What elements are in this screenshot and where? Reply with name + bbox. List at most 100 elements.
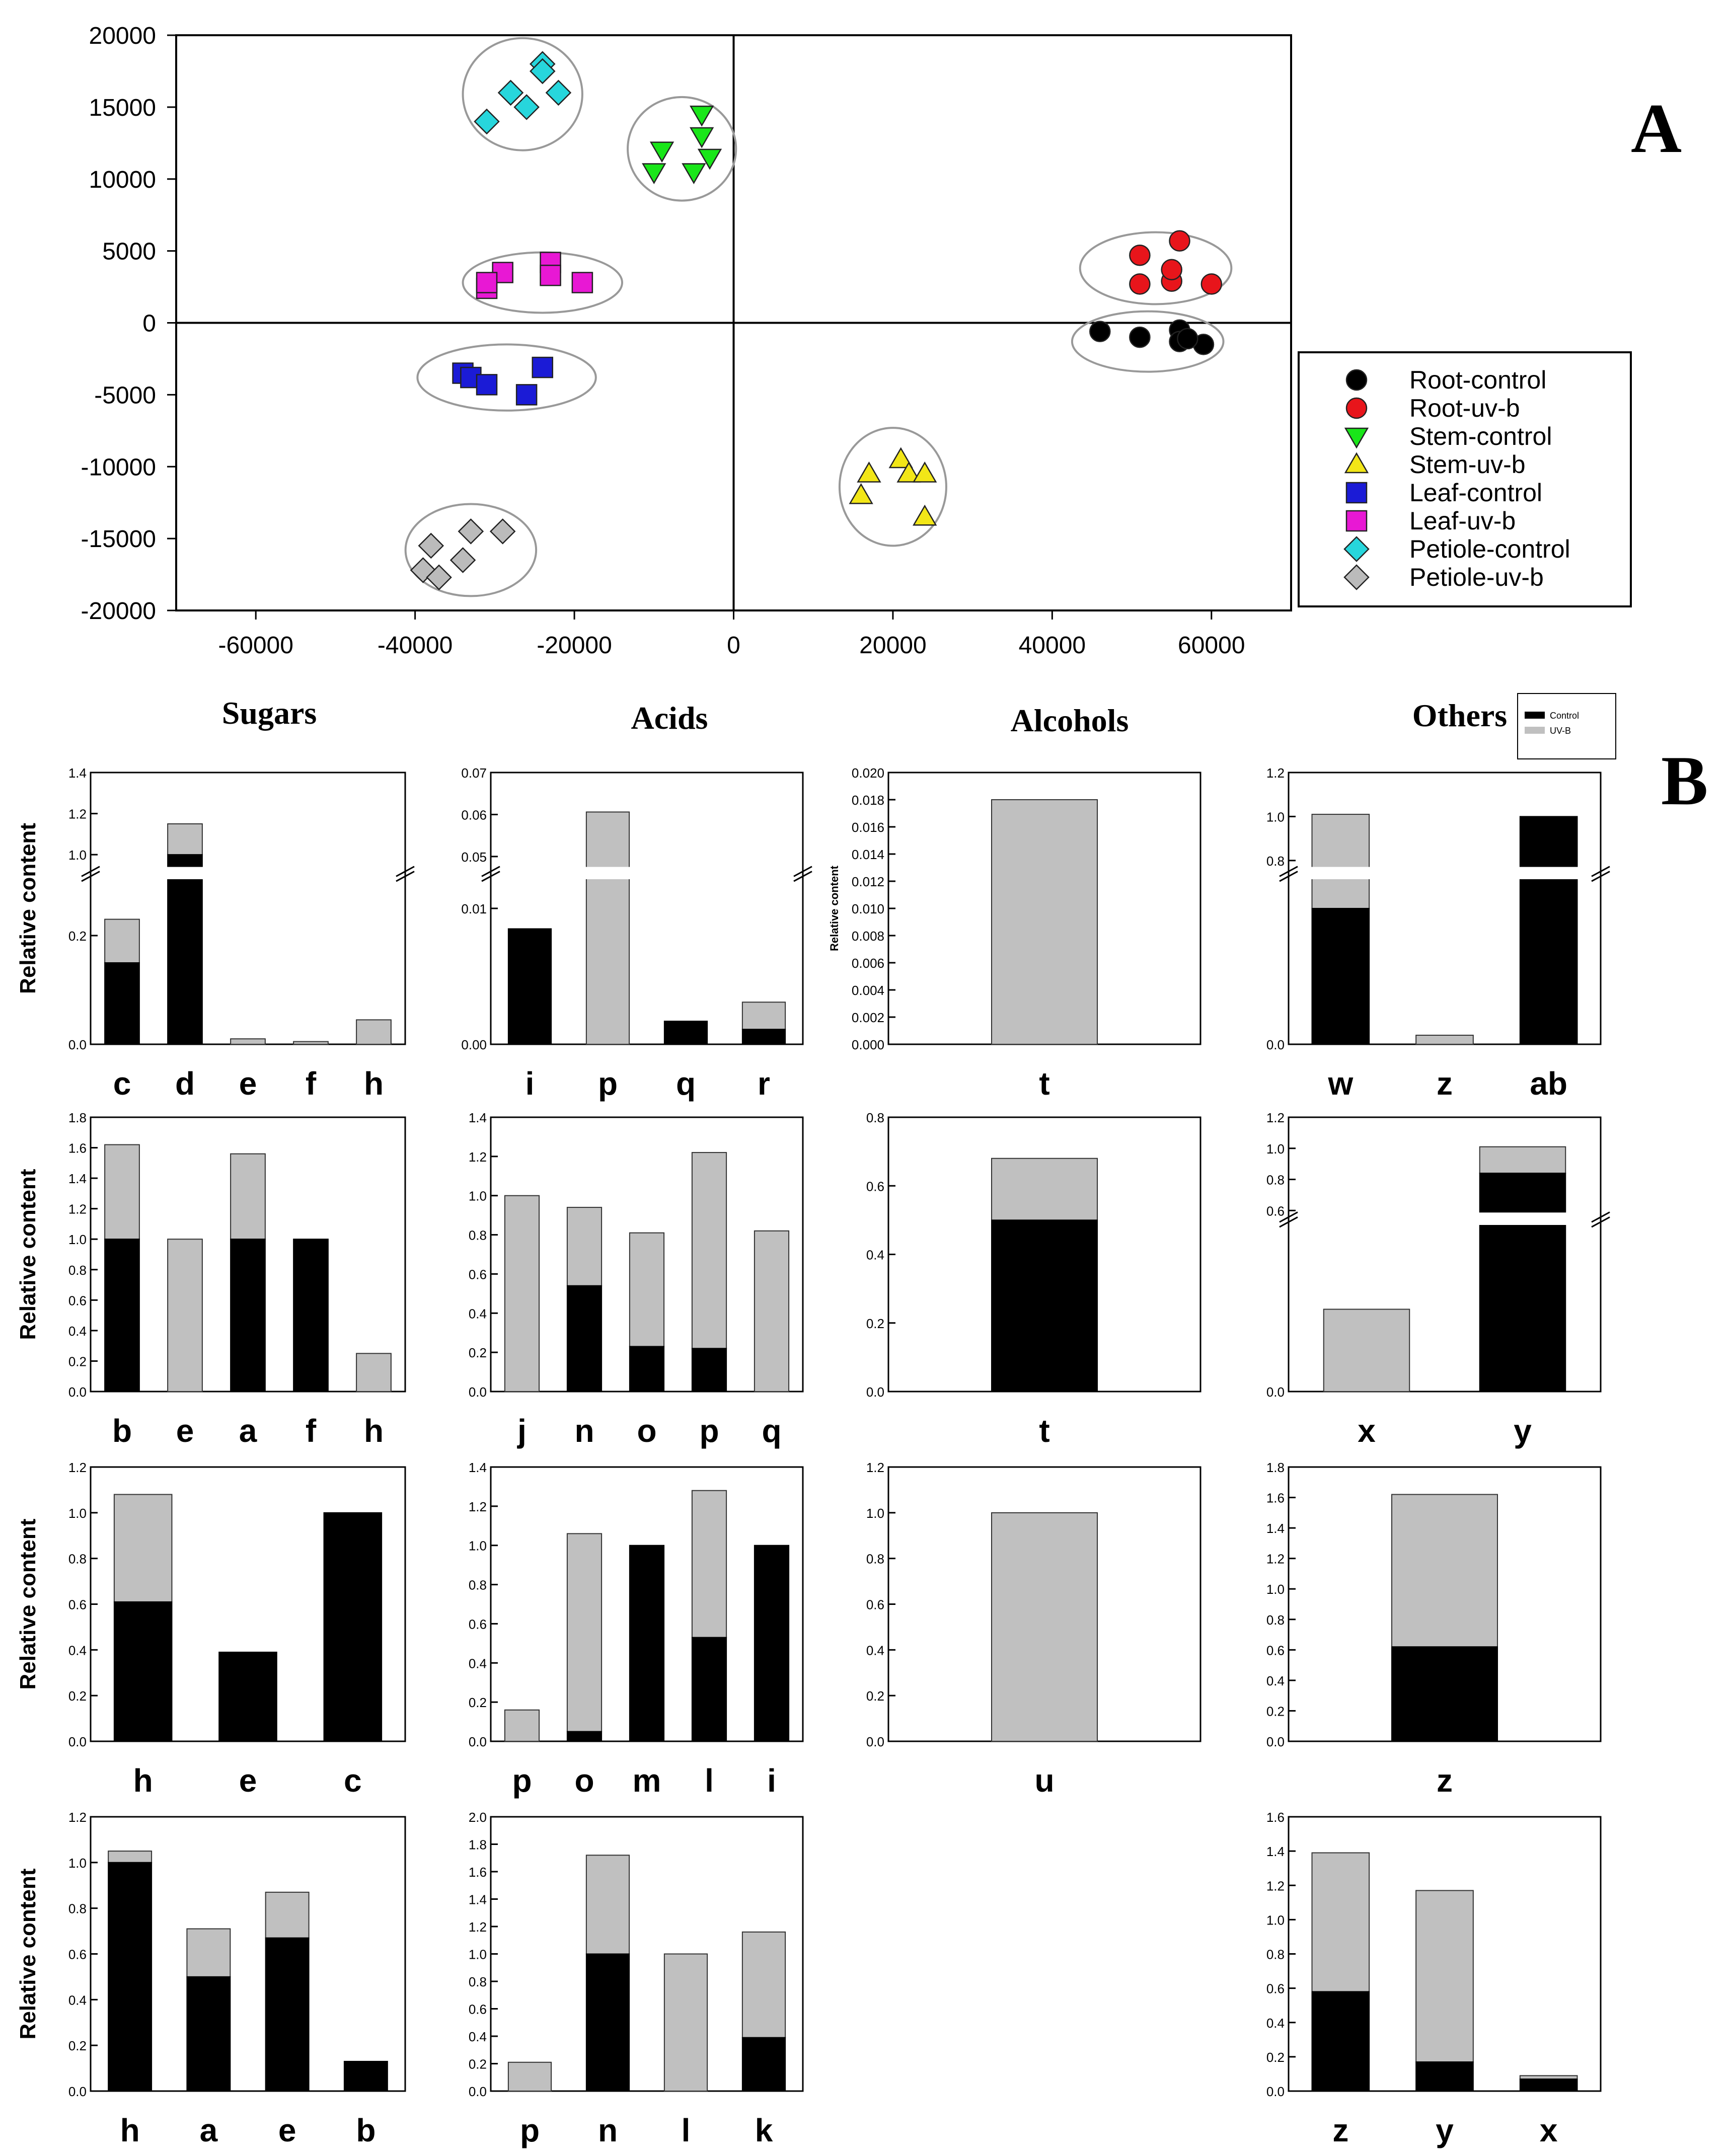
bar-control-y — [1415, 2061, 1474, 2092]
bar-uvb-e — [265, 1891, 310, 1939]
bar-category-label: p — [512, 1762, 532, 1799]
bar-panel-petiole-sugars: 0.0 0.2 0.4 0.6 0.8 1.0 1.2 h a e b Relative conten… — [16, 1810, 406, 2148]
bar-control-m — [629, 1545, 665, 1742]
bar-control-e — [218, 1651, 277, 1742]
bar-category-label: f — [306, 1065, 317, 1102]
bar-category-label: e — [278, 2112, 296, 2148]
bar-y-tick-label: 1.2 — [68, 807, 87, 822]
bar-category-label: t — [1039, 1413, 1049, 1449]
bar-y-tick-label: 0.016 — [852, 820, 884, 835]
point-petiole-uv-b — [449, 547, 476, 573]
bar-category-label: a — [200, 2112, 218, 2148]
bar-y-tick-label: 0.05 — [461, 850, 487, 865]
pca-x-tick-label: -20000 — [537, 632, 612, 659]
point-stem-control — [697, 148, 722, 170]
point-stem-control — [690, 105, 714, 127]
bar-y-tick-label: 0.018 — [852, 793, 884, 808]
bar-y-tick-label: 0.06 — [461, 807, 487, 822]
bar-y-tick-label: 1.2 — [1266, 1552, 1285, 1567]
bar-category-label: z — [1437, 1762, 1453, 1799]
bar-panel-petiole-others: 0.0 0.2 0.4 0.6 0.8 1.0 1.2 1.4 1.6 z y x — [1266, 1810, 1602, 2148]
pca-y-tick-label: 10000 — [89, 167, 156, 193]
bar-category-label: b — [356, 2112, 375, 2148]
cluster-ellipse — [838, 427, 947, 547]
bar-panel-stem-others: 0.0 0.6 0.8 1.0 1.2 x y — [1266, 1110, 1610, 1449]
bar-y-tick-label: 1.2 — [68, 1460, 87, 1475]
point-petiole-uv-b — [426, 564, 452, 591]
bar-panel-leaf-others: 0.0 0.2 0.4 0.6 0.8 1.0 1.2 1.4 1.6 1.8 z — [1266, 1460, 1602, 1799]
point-stem-control — [682, 163, 706, 184]
bar-uvb-h — [113, 1494, 173, 1602]
cluster-ellipse — [627, 96, 737, 202]
legend-marker-stem-control — [1344, 427, 1369, 449]
bar-uvb-a — [186, 1928, 231, 1977]
bar-y-tick-label: 1.4 — [68, 1171, 87, 1186]
bar-y-tick-label: 0.2 — [68, 929, 87, 944]
bar-category-label: y — [1436, 2112, 1454, 2148]
bar-uvb-f — [293, 1041, 329, 1045]
bar-y-tick-label: 0.0 — [469, 1384, 487, 1400]
bar-y-axis-label: Relative content — [16, 1169, 40, 1340]
bar-y-tick-label: 0.8 — [68, 1901, 87, 1916]
legend-marker-root-uv-b — [1345, 397, 1368, 419]
bar-category-label: p — [520, 2112, 540, 2148]
bar-y-tick-label: 0.0 — [1266, 1037, 1285, 1052]
bar-uvb-x — [1323, 1308, 1410, 1392]
pca-y-tick-label: 0 — [142, 311, 156, 337]
bar-panel-leaf-acids: 0.0 0.2 0.4 0.6 0.8 1.0 1.2 1.4 p o m l i — [469, 1460, 804, 1799]
bar-y-tick-label: 1.4 — [68, 765, 87, 781]
bar-y-tick-label: 0.8 — [469, 1974, 487, 1989]
point-petiole-control — [497, 80, 524, 106]
bar-y-tick-label: 1.4 — [469, 1892, 487, 1907]
bar-uvb-o — [566, 1533, 603, 1732]
pca-x-tick-label: 0 — [727, 632, 740, 659]
bar-uvb-z — [1391, 1494, 1498, 1648]
bar-y-tick-label: 0.6 — [1266, 1643, 1285, 1658]
bar-category-label: e — [239, 1065, 257, 1102]
bar-control-h — [113, 1601, 173, 1742]
bar-y-tick-label: 0.008 — [852, 929, 884, 944]
point-root-uv-b — [1200, 273, 1223, 295]
bar-category-label: c — [113, 1065, 131, 1102]
point-root-control — [1177, 328, 1198, 350]
bar-y-tick-label: 0.6 — [1266, 1203, 1285, 1218]
axis-break-mark — [1591, 866, 1610, 877]
bar-uvb-h — [108, 1851, 153, 1863]
bar-y-tick-label: 0.0 — [1266, 1384, 1285, 1400]
bar-y-tick-label: 1.2 — [1266, 1878, 1285, 1893]
bar-control-c — [104, 962, 140, 1045]
point-leaf-uv-b — [571, 272, 593, 293]
bar-y-tick-label: 0.6 — [866, 1179, 884, 1194]
bar-category-label: a — [239, 1413, 257, 1449]
bar-y-tick-label: 1.6 — [1266, 1491, 1285, 1506]
bar-y-tick-label: 0.006 — [852, 956, 884, 971]
bar-category-label: o — [637, 1413, 656, 1449]
bar-control-b — [104, 1239, 140, 1392]
bar-category-label: l — [682, 2112, 691, 2148]
axis-break-mark — [81, 871, 100, 882]
bar-y-axis-label: Relative content — [16, 1518, 40, 1689]
bar-uvb-k — [741, 1931, 786, 2038]
point-petiole-control — [474, 108, 500, 135]
bar-legend-label-uvb: UV-B — [1550, 726, 1571, 736]
bar-y-tick-label: 0.07 — [461, 765, 487, 781]
bar-category-label: d — [175, 1065, 195, 1102]
bar-y-tick-label: 0.8 — [469, 1578, 487, 1593]
point-stem-uv-b — [896, 461, 921, 483]
legend-label-stem-uv-b: Stem-uv-b — [1409, 450, 1526, 479]
bar-control-e — [265, 1937, 310, 2092]
bar-category-label: o — [574, 1762, 594, 1799]
bar-y-tick-label: 0.020 — [852, 765, 884, 781]
point-root-control — [1129, 326, 1151, 348]
bar-y-tick-label: 0.6 — [469, 1267, 487, 1282]
point-petiole-uv-b — [458, 518, 484, 545]
bar-control-i — [754, 1545, 790, 1742]
bar-y-tick-label: 0.0 — [1266, 1734, 1285, 1749]
axis-break-mark — [1591, 1211, 1610, 1223]
bar-y-tick-label: 1.2 — [68, 1202, 87, 1217]
bar-control-a — [230, 1239, 266, 1392]
axis-break-mark — [793, 871, 812, 882]
bar-y-tick-label: 0.2 — [68, 1688, 87, 1704]
bar-y-tick-label: 1.4 — [469, 1110, 487, 1125]
